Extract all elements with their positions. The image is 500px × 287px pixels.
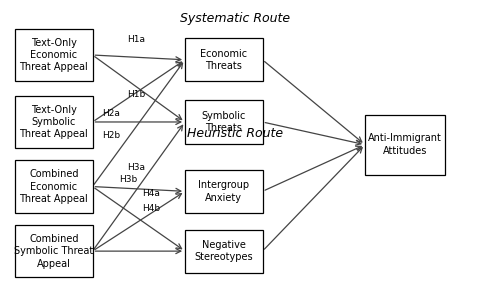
Text: Economic
Threats: Economic Threats bbox=[200, 49, 248, 71]
Text: Symbolic
Threats: Symbolic Threats bbox=[202, 111, 246, 133]
Text: H4a: H4a bbox=[142, 189, 160, 198]
Text: Text-Only
Symbolic
Threat Appeal: Text-Only Symbolic Threat Appeal bbox=[20, 104, 88, 139]
FancyBboxPatch shape bbox=[15, 96, 92, 148]
FancyBboxPatch shape bbox=[15, 29, 92, 81]
Text: H4b: H4b bbox=[142, 203, 160, 213]
FancyBboxPatch shape bbox=[15, 160, 92, 213]
Text: Combined
Symbolic Threat
Appeal: Combined Symbolic Threat Appeal bbox=[14, 234, 94, 269]
Text: Negative
Stereotypes: Negative Stereotypes bbox=[194, 240, 253, 262]
Text: H2a: H2a bbox=[102, 109, 120, 118]
Text: H3b: H3b bbox=[119, 175, 137, 184]
Text: Anti-Immigrant
Attitudes: Anti-Immigrant Attitudes bbox=[368, 133, 442, 156]
Text: Combined
Economic
Threat Appeal: Combined Economic Threat Appeal bbox=[20, 169, 88, 204]
FancyBboxPatch shape bbox=[185, 38, 262, 81]
Text: H1a: H1a bbox=[128, 35, 146, 44]
FancyBboxPatch shape bbox=[185, 170, 262, 213]
Text: H3a: H3a bbox=[128, 163, 146, 172]
Text: H1b: H1b bbox=[128, 90, 146, 99]
FancyBboxPatch shape bbox=[185, 230, 262, 273]
Text: Systematic Route: Systematic Route bbox=[180, 12, 290, 25]
FancyBboxPatch shape bbox=[185, 100, 262, 144]
Text: Text-Only
Economic
Threat Appeal: Text-Only Economic Threat Appeal bbox=[20, 38, 88, 72]
FancyBboxPatch shape bbox=[15, 225, 92, 278]
Text: Intergroup
Anxiety: Intergroup Anxiety bbox=[198, 180, 250, 203]
Text: Heuristic Route: Heuristic Route bbox=[187, 127, 283, 140]
FancyBboxPatch shape bbox=[365, 115, 445, 174]
Text: H2b: H2b bbox=[102, 131, 120, 140]
